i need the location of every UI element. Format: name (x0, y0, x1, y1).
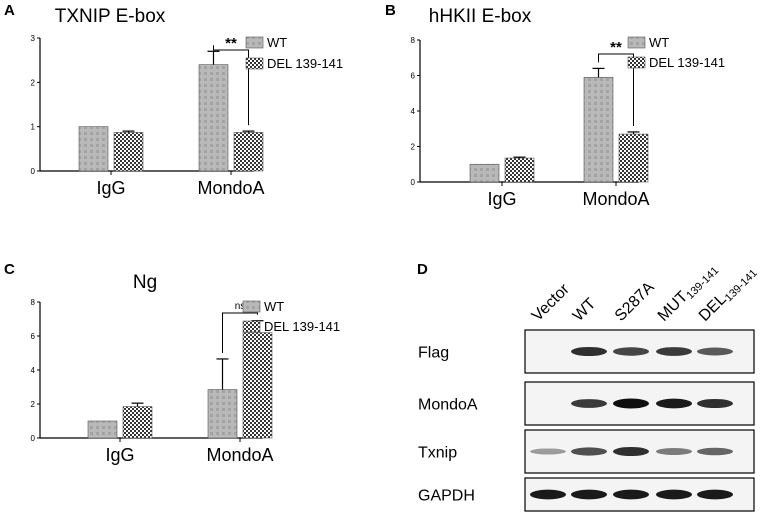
chart-title: TXNIP E-box (55, 6, 166, 27)
significance-label: ** (225, 35, 237, 52)
y-tick-label: 2 (31, 78, 36, 87)
chart-title: Ng (133, 272, 157, 293)
legend-label: DEL 139-141 (267, 56, 343, 71)
y-tick-label: 6 (31, 332, 36, 341)
blot-band (571, 346, 607, 357)
x-tick-label: MondoA (582, 189, 649, 209)
blot-band (613, 446, 649, 457)
significance-label: ** (610, 39, 622, 56)
y-tick-label: 4 (31, 366, 36, 375)
blot-band (656, 448, 692, 455)
bar (207, 389, 238, 439)
blot-row-label: MondoA (418, 397, 478, 414)
legend-swatch (627, 36, 646, 49)
legend-swatch (245, 36, 264, 49)
legend-label: DEL 139-141 (264, 319, 340, 334)
lane-label: S287A (612, 279, 658, 325)
y-tick-label: 3 (31, 34, 36, 43)
bar (618, 133, 649, 183)
blot-band (697, 347, 733, 356)
blot-band (530, 448, 566, 455)
bar (233, 132, 264, 172)
x-tick-label: IgG (105, 445, 134, 465)
x-tick-label: IgG (487, 189, 516, 209)
lane-label: WT (570, 295, 600, 325)
y-tick-label: 2 (411, 143, 416, 152)
legend-label: WT (264, 299, 284, 314)
blot-band (571, 489, 607, 500)
y-tick-label: 8 (31, 298, 36, 307)
y-tick-label: 4 (411, 107, 416, 116)
blot-band (613, 347, 649, 356)
bar (242, 332, 273, 439)
legend-label: WT (649, 35, 669, 50)
bar (122, 406, 153, 439)
legend-swatch (242, 300, 261, 313)
blot-band (571, 447, 607, 456)
bar (78, 126, 109, 172)
bar (583, 76, 614, 183)
panel-label-c: C (4, 261, 15, 278)
legend-swatch (627, 56, 646, 69)
lane-label-text: Vector (529, 280, 574, 325)
y-tick-label: 0 (411, 178, 416, 187)
bar (469, 163, 500, 183)
lane-label-text: WT (570, 295, 600, 325)
significance-bracket (598, 53, 634, 126)
blot-band (530, 489, 566, 500)
panel-label-d: D (417, 261, 428, 278)
chart-txnip-ebox: TXNIP E-box 0 1 2 3 IgG MondoA ** WT DEL 139-141 (31, 6, 344, 198)
y-tick-label: 8 (411, 36, 416, 45)
chart-hhkii-ebox: hHKII E-box 0 2 4 6 8 IgG MondoA ** WT DEL 139-141 (411, 6, 726, 209)
x-tick-label: MondoA (206, 445, 273, 465)
bar (113, 132, 144, 172)
blot-band (613, 489, 649, 500)
legend-swatch (242, 320, 261, 333)
panel-label-b: B (385, 2, 396, 19)
blot-band (697, 489, 733, 500)
bar (198, 64, 229, 172)
chart-title: hHKII E-box (429, 6, 532, 27)
y-tick-label: 6 (411, 72, 416, 81)
bar (87, 420, 118, 439)
legend-label: DEL 139-141 (649, 55, 725, 70)
significance-bracket (222, 312, 258, 353)
blot-band (656, 489, 692, 500)
blot-band (697, 447, 733, 456)
blot-band (571, 399, 607, 408)
chart-ng: Ng 0 2 4 6 8 IgG MondoA ns WT DEL 139-141 (31, 272, 341, 465)
y-tick-label: 1 (31, 123, 36, 132)
bar (504, 157, 535, 183)
blot-band (613, 398, 649, 409)
legend-swatch (245, 57, 264, 70)
y-tick-label: 0 (31, 167, 36, 176)
blot-row-label: Flag (418, 345, 449, 362)
blot-band (656, 347, 692, 356)
lane-label-text: S287A (612, 279, 658, 325)
legend-label: WT (267, 35, 287, 50)
blot-band (656, 398, 692, 409)
lane-label-subscript: 139-141 (723, 267, 760, 304)
significance-label: ns (235, 301, 246, 312)
significance-bracket (213, 45, 249, 126)
y-tick-label: 2 (31, 400, 36, 409)
blot-band (697, 398, 733, 409)
blot-row-label: Txnip (418, 445, 457, 462)
x-tick-label: IgG (96, 178, 125, 198)
x-tick-label: MondoA (197, 178, 264, 198)
y-tick-label: 0 (31, 434, 36, 443)
blot-row-label: GAPDH (418, 488, 475, 505)
lane-label: Vector (529, 280, 574, 325)
panel-label-a: A (4, 2, 15, 19)
